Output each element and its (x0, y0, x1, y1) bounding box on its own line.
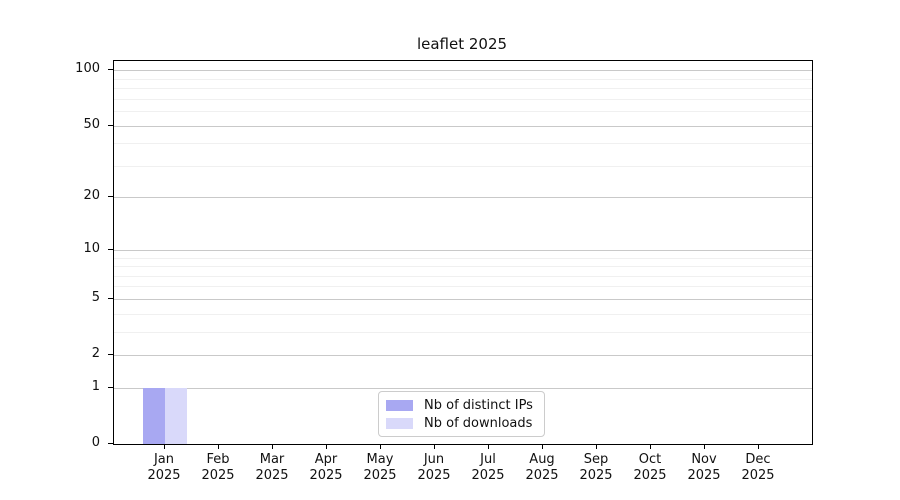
x-tick-label: Aug 2025 (525, 452, 559, 483)
minor-gridline (114, 78, 812, 80)
minor-gridline (114, 165, 812, 167)
y-tick-mark (108, 124, 114, 126)
x-tick-label: Apr 2025 (309, 452, 343, 483)
major-gridline (114, 387, 812, 389)
x-tick-mark (542, 444, 543, 449)
x-tick-mark (272, 444, 273, 449)
legend-label-distinct-ips: Nb of distinct IPs (424, 397, 533, 413)
x-tick-label: Jun 2025 (417, 452, 451, 483)
y-tick-label: 10 (83, 240, 100, 256)
y-tick-mark (108, 196, 114, 198)
x-tick-label: May 2025 (363, 452, 397, 483)
legend-swatch-downloads (386, 417, 413, 429)
legend-entry-distinct-ips: Nb of distinct IPs (386, 398, 544, 413)
x-tick-mark (164, 444, 165, 449)
minor-gridline (114, 98, 812, 100)
minor-gridline (114, 88, 812, 89)
major-gridline (114, 249, 812, 251)
minor-gridline (114, 257, 812, 259)
x-tick-label: Sep 2025 (579, 452, 613, 483)
bar-nb-of-downloads-jan (165, 387, 187, 444)
x-tick-label: Nov 2025 (687, 452, 721, 483)
minor-gridline (114, 266, 812, 267)
chart-title: leaflet 2025 (416, 35, 508, 53)
bar-nb-of-distinct-ips-jan (143, 387, 165, 444)
minor-gridline (114, 286, 812, 288)
y-tick-label: 2 (91, 346, 100, 361)
legend-swatch-distinct-ips (386, 399, 413, 411)
minor-gridline (114, 313, 812, 315)
minor-gridline (114, 110, 812, 112)
x-tick-mark (380, 444, 381, 449)
x-tick-mark (704, 444, 705, 449)
minor-gridline (114, 275, 812, 277)
x-tick-label: Dec 2025 (741, 452, 775, 483)
y-tick-mark (108, 386, 114, 388)
x-tick-mark (326, 444, 327, 449)
legend-entry-downloads: Nb of downloads (386, 416, 544, 431)
x-tick-mark (434, 444, 435, 449)
major-gridline (114, 125, 812, 127)
x-tick-label: Mar 2025 (255, 452, 289, 483)
y-tick-label: 50 (83, 116, 100, 132)
y-tick-mark (108, 69, 114, 71)
legend-label-downloads: Nb of downloads (424, 415, 533, 431)
x-tick-label: Feb 2025 (201, 452, 235, 483)
legend: Nb of distinct IPs Nb of downloads (378, 391, 545, 437)
y-tick-mark (108, 354, 114, 355)
x-tick-mark (488, 444, 489, 449)
x-tick-label: Jan 2025 (147, 452, 181, 483)
x-tick-mark (218, 444, 219, 449)
major-gridline (114, 197, 812, 199)
x-tick-label: Jul 2025 (471, 452, 505, 483)
y-tick-label: 100 (75, 61, 100, 77)
y-tick-label: 0 (91, 435, 100, 450)
y-tick-label: 1 (91, 378, 100, 394)
major-gridline (114, 298, 812, 300)
y-tick-label: 5 (91, 289, 100, 305)
minor-gridline (114, 331, 812, 333)
y-tick-mark (108, 443, 114, 444)
plot-area (113, 60, 813, 445)
y-tick-mark (108, 297, 114, 299)
x-tick-label: Oct 2025 (633, 452, 667, 483)
y-tick-label: 20 (83, 188, 100, 204)
y-tick-mark (108, 248, 114, 250)
x-tick-mark (650, 444, 651, 449)
x-tick-mark (596, 444, 597, 449)
minor-gridline (114, 143, 812, 145)
major-gridline (114, 355, 812, 356)
x-tick-mark (758, 444, 759, 449)
major-gridline (114, 70, 812, 72)
